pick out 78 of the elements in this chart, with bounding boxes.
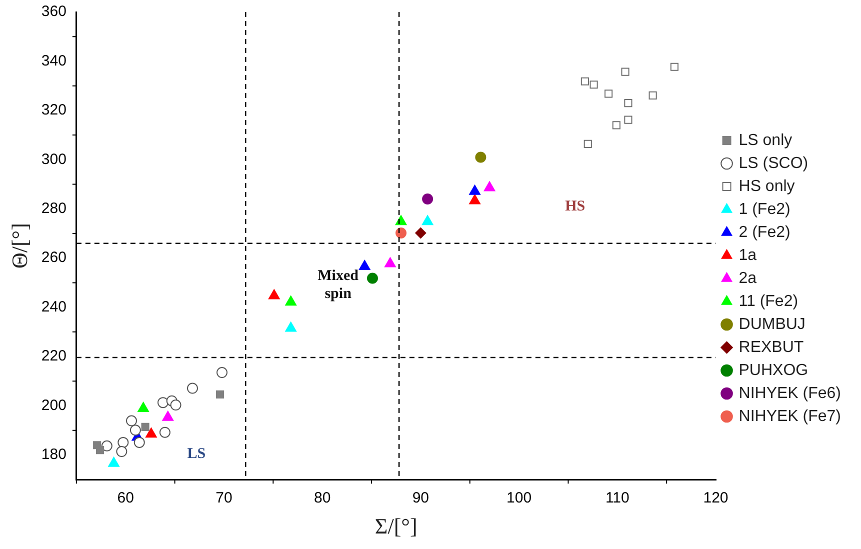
point [469,194,480,204]
x-tick-label: 100 [506,490,532,507]
annotation: LS [187,446,206,462]
point [116,446,128,458]
point [216,390,224,398]
legend-label: 2a [738,270,757,287]
legend-label: 1a [738,246,757,264]
x-tick-label: 120 [703,490,728,507]
y-axis-title: Θ/[°] [6,223,32,269]
point [126,415,138,426]
point [670,62,678,71]
legend-label: PUHXOG [738,362,808,379]
y-tick-label: 300 [41,150,66,168]
point [216,367,228,378]
point [101,440,112,452]
point [624,99,632,108]
legend-label: LS (SCO) [738,154,808,172]
point [118,436,129,448]
y-tick-label: 340 [41,52,66,70]
point [141,422,150,431]
point [484,181,496,192]
point [396,228,407,239]
x-tick-label: 90 [412,490,430,507]
point [612,121,620,130]
y-tick-label: 240 [41,298,66,316]
point [384,257,396,268]
point [159,426,170,438]
legend-label: 2 (Fe2) [738,224,790,241]
point [475,152,486,163]
legend-label: LS only [738,132,792,149]
point [108,456,120,467]
point [580,77,589,86]
point [268,289,280,300]
y-tick-label: 280 [41,200,66,218]
legend-label: 1 (Fe2) [738,200,790,218]
x-tick-label: 80 [314,490,331,507]
point [366,272,378,284]
point [415,228,426,239]
x-tick-label: 70 [216,490,232,507]
point [285,296,297,306]
point [604,90,613,98]
point [584,140,592,148]
point [422,215,434,226]
y-tick-label: 200 [41,396,66,414]
point [162,410,174,421]
point [358,260,370,270]
y-tick-label: 220 [41,348,66,365]
point [138,402,150,412]
x-tick-label: 110 [605,490,630,507]
point [624,116,632,124]
y-tick-label: 180 [41,446,66,464]
annotation: Mixed spin [318,268,360,302]
legend-label: NIHYEK (Fe6) [738,384,842,402]
y-tick-label: 260 [41,249,66,266]
legend-label: NIHYEK (Fe7) [738,408,842,425]
point [648,91,657,100]
annotation: HS [565,198,586,214]
point [96,446,104,454]
legend-label: HS only [738,178,795,195]
y-tick-label: 320 [41,102,66,119]
point [186,382,198,394]
point [170,400,182,411]
legend-label: REXBUT [738,338,804,356]
point [590,80,598,89]
point [130,424,141,436]
point [145,428,157,438]
point [285,322,297,332]
point [134,436,145,448]
legend-label: DUMBUJ [738,316,806,333]
point [469,184,480,195]
x-tick-label: 60 [117,490,134,507]
y-tick-label: 360 [41,3,66,20]
legend-label: 11 (Fe2) [738,292,798,310]
point [422,194,434,205]
point [395,215,407,226]
point [157,397,168,408]
x-axis-title: Σ/[°] [374,514,418,539]
point [621,68,630,76]
